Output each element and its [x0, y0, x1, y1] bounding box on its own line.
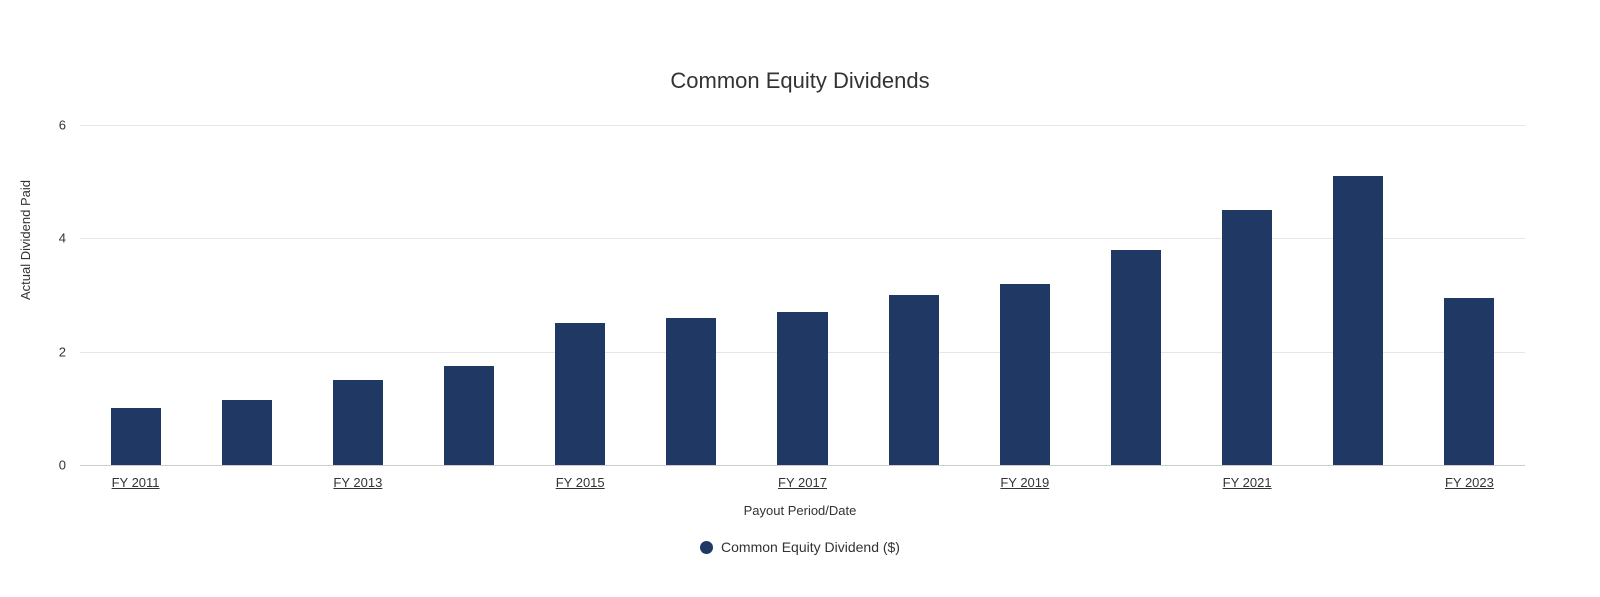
x-tick-label[interactable]: FY 2021 [1223, 475, 1272, 490]
bar[interactable] [555, 323, 605, 465]
bar[interactable] [333, 380, 383, 465]
x-axis-title: Payout Period/Date [0, 503, 1600, 518]
x-tick-label[interactable]: FY 2019 [1000, 475, 1049, 490]
x-tick-label[interactable]: FY 2013 [333, 475, 382, 490]
bar[interactable] [1111, 250, 1161, 465]
y-tick-label: 2 [59, 344, 80, 359]
x-tick-label[interactable]: FY 2015 [556, 475, 605, 490]
bar[interactable] [444, 366, 494, 465]
chart-title: Common Equity Dividends [0, 68, 1600, 94]
y-tick-label: 6 [59, 118, 80, 133]
gridline [80, 125, 1525, 126]
bar[interactable] [222, 400, 272, 465]
bar[interactable] [777, 312, 827, 465]
x-tick-label[interactable]: FY 2011 [112, 475, 160, 490]
y-tick-label: 0 [59, 458, 80, 473]
y-axis-title: Actual Dividend Paid [18, 180, 33, 300]
bar[interactable] [889, 295, 939, 465]
bar[interactable] [1444, 298, 1494, 465]
legend: Common Equity Dividend ($) [0, 539, 1600, 559]
legend-item: Common Equity Dividend ($) [700, 539, 900, 555]
x-tick-label[interactable]: FY 2023 [1445, 475, 1494, 490]
dividends-bar-chart: Common Equity Dividends Actual Dividend … [0, 0, 1600, 597]
y-tick-label: 4 [59, 231, 80, 246]
bar[interactable] [111, 408, 161, 465]
bar[interactable] [1000, 284, 1050, 465]
bar[interactable] [1333, 176, 1383, 465]
bar[interactable] [666, 318, 716, 465]
x-tick-label[interactable]: FY 2017 [778, 475, 827, 490]
bar[interactable] [1222, 210, 1272, 465]
legend-label: Common Equity Dividend ($) [721, 539, 900, 555]
circle-icon [700, 541, 713, 554]
x-axis-line [80, 465, 1525, 466]
gridline [80, 238, 1525, 239]
plot-area: 0246FY 2011FY 2013FY 2015FY 2017FY 2019F… [80, 125, 1525, 465]
